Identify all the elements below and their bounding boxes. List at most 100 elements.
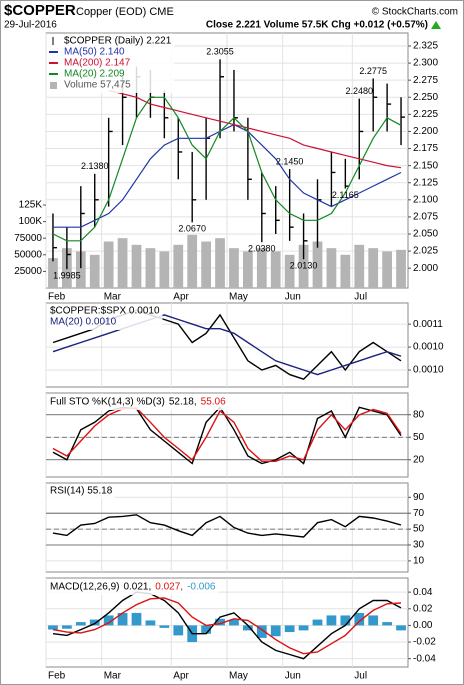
bar bbox=[75, 622, 86, 626]
y-tick-label: 2.275 bbox=[413, 75, 438, 86]
legend: Full STO %K(14,3) %D(3) 52.18, 55.06 bbox=[47, 394, 229, 410]
bar bbox=[229, 248, 239, 288]
x-tick-label: Feb bbox=[48, 292, 66, 303]
up-arrow bbox=[431, 21, 441, 29]
date: 29-Jul-2016 bbox=[4, 20, 57, 31]
quote: Close 2.221 Volume 57.5K Chg +0.012 (+0.… bbox=[206, 20, 428, 31]
y-tick-label: 2.250 bbox=[413, 92, 438, 103]
legend: RSI(14) 55.18 bbox=[47, 484, 116, 499]
y-tick-label: 2.000 bbox=[413, 263, 438, 274]
legend-box bbox=[47, 304, 163, 330]
y-tick-label: 2.150 bbox=[413, 160, 438, 171]
y-tick-label: 0.0011 bbox=[413, 319, 443, 330]
series-line bbox=[52, 406, 402, 465]
bar bbox=[215, 618, 225, 626]
y-tick-label: 0.0010 bbox=[413, 365, 444, 376]
bar bbox=[312, 619, 323, 626]
y-tick-label: 2.200 bbox=[413, 126, 438, 137]
y-tick-label: 10 bbox=[413, 556, 425, 567]
credit: © StockCharts.com bbox=[372, 7, 458, 18]
y-tick-label: 30 bbox=[413, 540, 425, 551]
bar bbox=[117, 612, 128, 626]
y-tick-label: 80 bbox=[413, 409, 425, 420]
legend-box bbox=[47, 484, 116, 499]
series-line bbox=[52, 96, 402, 242]
x-tick-label: Jul bbox=[354, 671, 367, 682]
series-line bbox=[53, 123, 402, 228]
bar bbox=[89, 254, 100, 288]
bar bbox=[382, 251, 392, 288]
y-tick-label: 2.075 bbox=[413, 212, 438, 223]
y-tick-label: 2.125 bbox=[413, 177, 438, 188]
bar bbox=[340, 615, 351, 626]
y-tick-label: 0.04 bbox=[413, 587, 433, 598]
legend-entry: 52.18, bbox=[169, 397, 197, 408]
symbol: $COPPER bbox=[4, 2, 76, 19]
bar bbox=[75, 251, 86, 288]
bar bbox=[382, 622, 392, 626]
y-tick-label: 0.00 bbox=[413, 620, 433, 631]
annotation: 2.2775 bbox=[359, 66, 387, 76]
y-tick-label: -0.02 bbox=[413, 637, 436, 648]
legend-entry: MA(20) 2.209 bbox=[64, 69, 125, 80]
y-tick-label: 2.100 bbox=[413, 194, 438, 205]
bar bbox=[103, 615, 114, 626]
annotation: 2.1450 bbox=[276, 156, 304, 166]
bar bbox=[173, 625, 184, 636]
x-tick-label: Jun bbox=[285, 292, 301, 303]
legend-box bbox=[47, 579, 219, 595]
legend-entry: Volume 57,475 bbox=[64, 80, 131, 91]
bar bbox=[396, 625, 406, 631]
bar bbox=[270, 625, 281, 637]
y-tick-label: 2.025 bbox=[413, 246, 438, 257]
bar bbox=[145, 620, 156, 626]
legend-box bbox=[47, 34, 175, 93]
bar bbox=[173, 244, 184, 288]
bar bbox=[312, 241, 323, 288]
series-line bbox=[52, 591, 402, 660]
annotation: 2.1380 bbox=[81, 161, 109, 171]
y-tick-label: 50 bbox=[413, 432, 425, 443]
bar bbox=[229, 619, 239, 626]
y2-tick-label: 125K bbox=[19, 200, 43, 211]
annotation: 2.2480 bbox=[346, 86, 374, 96]
bar bbox=[326, 615, 337, 626]
bar bbox=[215, 238, 225, 288]
bar bbox=[340, 254, 351, 288]
legend: MACD(12,26,9) 0.021, 0.027, -0.006 bbox=[47, 579, 219, 595]
bar bbox=[326, 248, 337, 288]
legend-entry: 55.06 bbox=[201, 397, 226, 408]
bar bbox=[117, 238, 128, 288]
bar bbox=[48, 258, 58, 288]
x-tick-label: Jul bbox=[354, 292, 367, 303]
legend-entry: MA(200) 2.147 bbox=[64, 58, 131, 69]
x-tick-label: Feb bbox=[48, 671, 66, 682]
y-tick-label: 2.225 bbox=[413, 109, 438, 120]
bar bbox=[256, 248, 267, 288]
bar bbox=[284, 254, 295, 288]
x-tick-label: May bbox=[229, 671, 248, 682]
annotation: 2.0670 bbox=[178, 224, 206, 234]
series-line bbox=[108, 89, 402, 169]
y-tick-label: 20 bbox=[413, 454, 425, 465]
bar bbox=[62, 625, 72, 629]
x-tick-label: May bbox=[229, 292, 248, 303]
bar bbox=[201, 241, 211, 288]
y-tick-label: 90 bbox=[413, 492, 425, 503]
x-tick-label: Mar bbox=[104, 292, 122, 303]
bar bbox=[368, 615, 379, 626]
bar bbox=[159, 625, 170, 628]
bar bbox=[48, 625, 58, 630]
annotation: 2.0380 bbox=[248, 244, 276, 254]
series-line bbox=[52, 314, 402, 376]
legend-entry: MA(20) 0.0010 bbox=[50, 317, 117, 328]
y2-tick-label: 100K bbox=[19, 216, 43, 227]
bar bbox=[201, 625, 211, 634]
bar bbox=[131, 244, 142, 288]
legend-title: Full STO %K(14,3) %D(3) bbox=[50, 397, 165, 408]
bar bbox=[159, 251, 170, 288]
